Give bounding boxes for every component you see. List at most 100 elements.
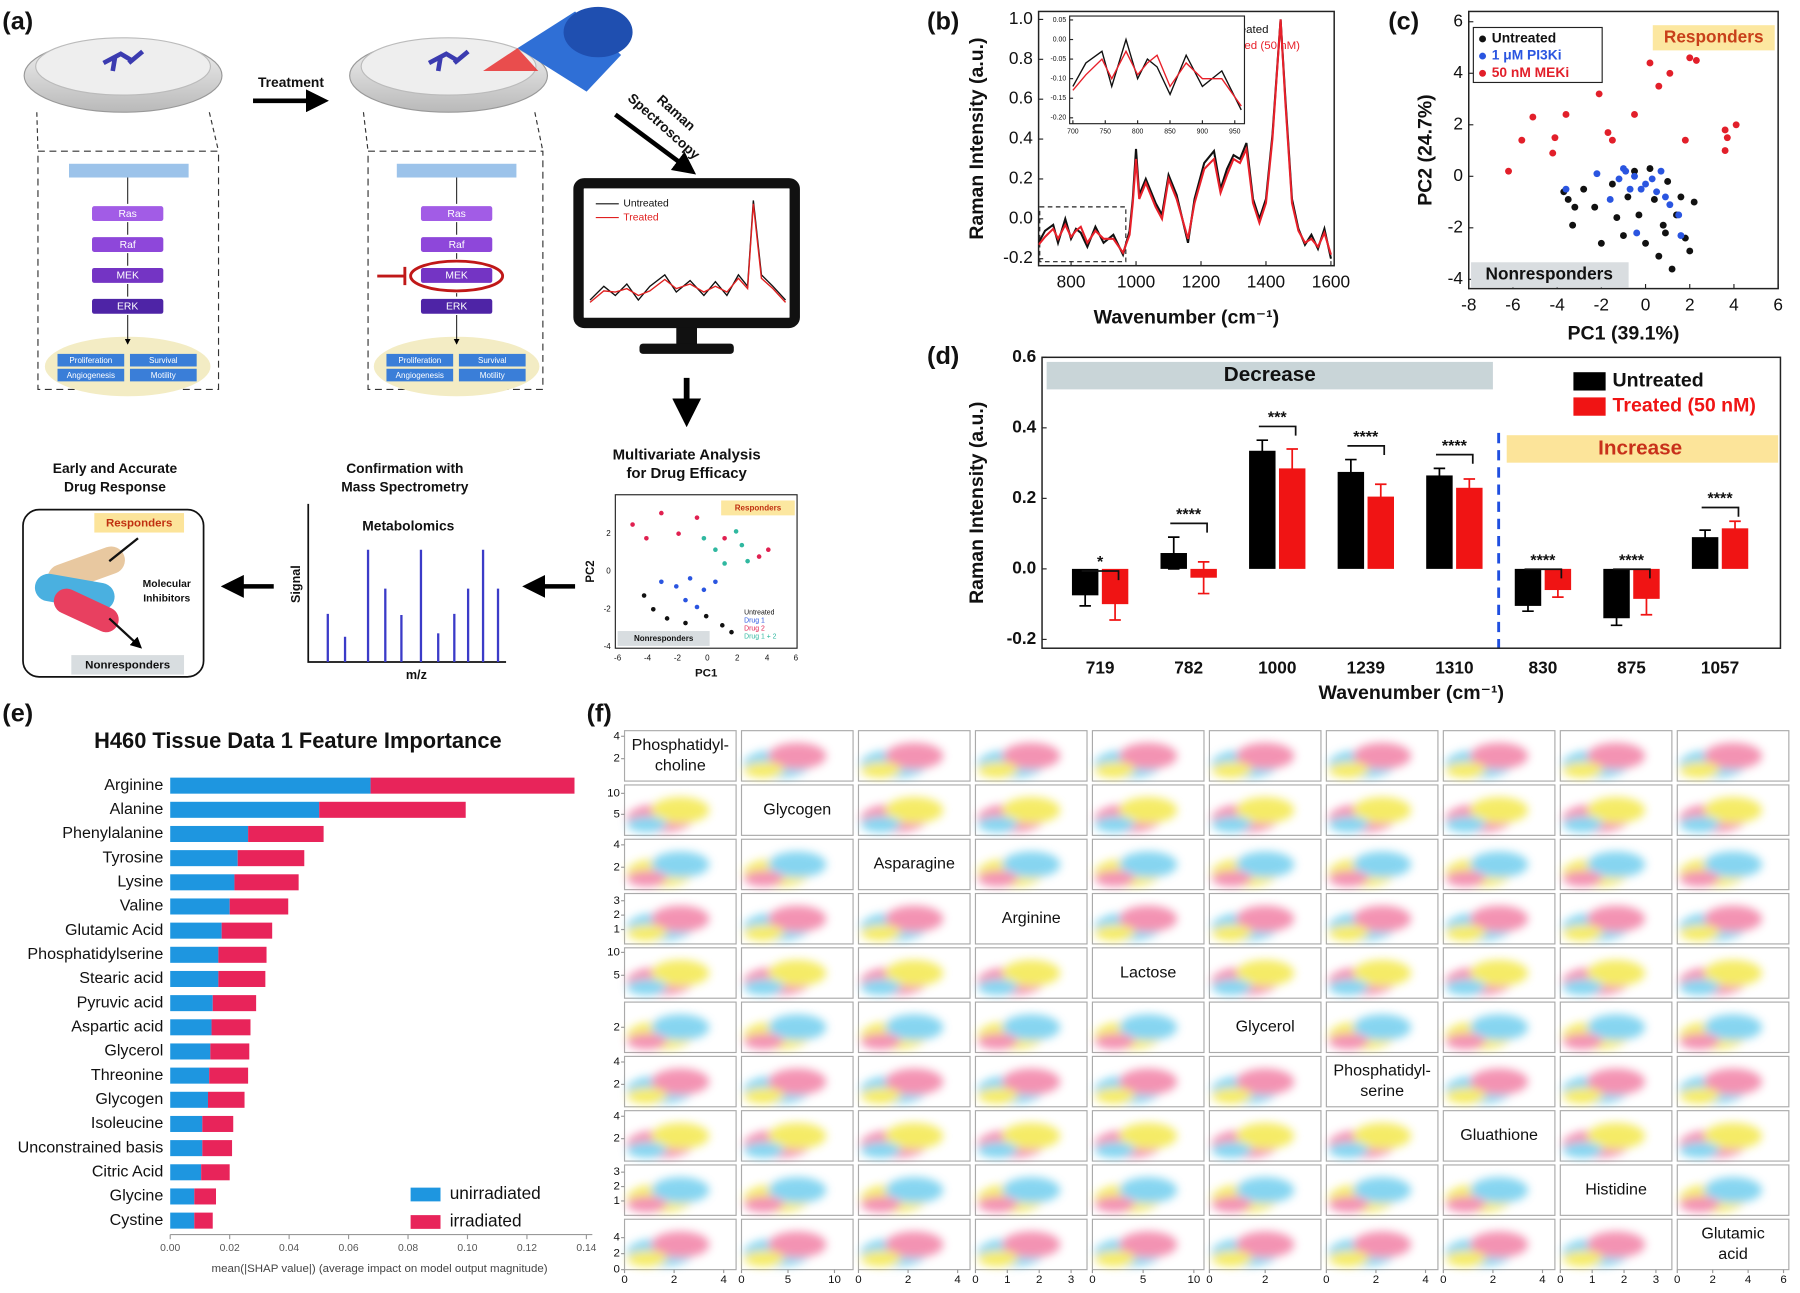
variable-label: Glycerol bbox=[1236, 1018, 1295, 1036]
bar bbox=[1426, 475, 1453, 569]
matrix-cell bbox=[1091, 1218, 1205, 1271]
cloud bbox=[1211, 1196, 1252, 1213]
legend-marker bbox=[1479, 69, 1487, 77]
x-tick-label: 0.10 bbox=[457, 1243, 477, 1254]
point-cloud bbox=[1679, 1177, 1763, 1213]
x-tick-label: 0 bbox=[1641, 294, 1651, 314]
bar-segment bbox=[210, 1043, 250, 1060]
bar bbox=[1456, 487, 1483, 569]
matrix-cell: Glycerol bbox=[1208, 1001, 1322, 1054]
significance-label: **** bbox=[1530, 551, 1556, 569]
matrix-cell bbox=[1091, 730, 1205, 782]
matrix-cell bbox=[740, 1218, 854, 1271]
cloud bbox=[1328, 870, 1369, 887]
matrix-cell bbox=[1208, 892, 1322, 945]
step-label: Treatment bbox=[258, 75, 324, 90]
y-tick-label: 0 bbox=[614, 1264, 620, 1276]
y-tick-label: Pyruvic acid bbox=[77, 993, 164, 1011]
cloud bbox=[977, 1087, 1018, 1104]
bar-segment bbox=[170, 850, 238, 867]
annotation-bg bbox=[1652, 25, 1775, 51]
cloud bbox=[743, 1196, 784, 1213]
outcome: Motility bbox=[480, 371, 505, 380]
point-cloud bbox=[1328, 1177, 1412, 1213]
matrix-cell bbox=[1325, 1001, 1439, 1054]
matrix-cell bbox=[1325, 1110, 1439, 1162]
point bbox=[1642, 180, 1650, 188]
point-cloud bbox=[1562, 742, 1646, 779]
cloud bbox=[1679, 924, 1720, 941]
x-axis-label: mean(|SHAP value|) (average impact on mo… bbox=[212, 1263, 548, 1275]
cloud bbox=[860, 1033, 901, 1050]
point bbox=[1666, 69, 1674, 77]
error-bar bbox=[1375, 483, 1387, 510]
matrix-cell bbox=[1676, 1001, 1790, 1054]
petri-dish bbox=[349, 37, 549, 113]
point-cloud bbox=[626, 1177, 710, 1213]
cloud bbox=[1002, 851, 1061, 878]
cloud bbox=[1470, 1177, 1529, 1204]
cloud bbox=[1587, 1122, 1646, 1149]
cloud bbox=[1704, 851, 1763, 878]
cloud bbox=[1353, 959, 1412, 987]
x-tick-label: 2 bbox=[1621, 1274, 1627, 1286]
legend-marker bbox=[1479, 35, 1487, 43]
matrix-cell bbox=[1676, 892, 1790, 945]
point-cloud bbox=[860, 1014, 944, 1050]
cloud bbox=[1587, 797, 1646, 824]
cloud bbox=[1353, 851, 1412, 878]
cloud bbox=[743, 979, 784, 996]
y-tick-label: 2 bbox=[1453, 113, 1463, 133]
error-bar bbox=[1345, 458, 1357, 486]
point-cloud bbox=[1094, 905, 1178, 941]
cloud bbox=[626, 870, 667, 887]
axis-label: PC1 bbox=[695, 667, 718, 679]
cloud bbox=[768, 1068, 827, 1095]
x-tick-label: -2 bbox=[1594, 294, 1609, 314]
error-bar bbox=[1699, 529, 1711, 546]
point-cloud bbox=[977, 1231, 1061, 1267]
y-tick-label: 4 bbox=[614, 1056, 621, 1068]
cloud bbox=[651, 1122, 710, 1149]
y-tick-label: 5 bbox=[614, 969, 620, 981]
cloud bbox=[768, 742, 827, 769]
tick-label: -6 bbox=[614, 654, 622, 663]
cloud bbox=[1470, 742, 1529, 769]
point-cloud bbox=[1445, 742, 1529, 779]
pathway-node: ERK bbox=[446, 302, 467, 313]
point-cloud bbox=[1445, 1068, 1529, 1104]
y-tick-label: Lysine bbox=[117, 873, 163, 891]
x-tick-label: 4 bbox=[1539, 1274, 1546, 1286]
x-tick-label: 2 bbox=[905, 1274, 911, 1286]
axis-label: PC2 bbox=[585, 560, 597, 582]
cell-frame bbox=[1325, 1055, 1439, 1108]
cloud bbox=[1679, 1033, 1720, 1050]
mass-spectrum bbox=[307, 503, 507, 663]
point bbox=[1606, 196, 1614, 203]
point-cloud bbox=[626, 851, 710, 887]
y-tick-label: 0.4 bbox=[1009, 128, 1033, 148]
cloud bbox=[1704, 1068, 1763, 1095]
point-cloud bbox=[1328, 797, 1412, 833]
point bbox=[1661, 193, 1669, 201]
matrix-cell bbox=[740, 730, 854, 782]
x-tick-label: 800 bbox=[1132, 129, 1144, 136]
panel-label: (d) bbox=[927, 342, 959, 370]
zoom-lines bbox=[36, 112, 544, 152]
x-tick-label: 0.04 bbox=[279, 1243, 299, 1254]
point bbox=[1721, 147, 1729, 154]
y-tick-label: 1.0 bbox=[1009, 8, 1033, 28]
cloud bbox=[1002, 1231, 1061, 1258]
cell-frame bbox=[623, 730, 737, 782]
cloud bbox=[1679, 979, 1720, 996]
point-cloud bbox=[860, 797, 944, 833]
y-tick-label: Aspartic acid bbox=[71, 1018, 163, 1036]
point-cloud bbox=[743, 959, 827, 996]
bar-segment bbox=[170, 1067, 210, 1084]
matrix-cell bbox=[623, 1055, 737, 1108]
bar-segment bbox=[170, 898, 230, 915]
cloud bbox=[1679, 761, 1720, 779]
cloud bbox=[1002, 1177, 1061, 1204]
cloud bbox=[885, 1068, 944, 1095]
